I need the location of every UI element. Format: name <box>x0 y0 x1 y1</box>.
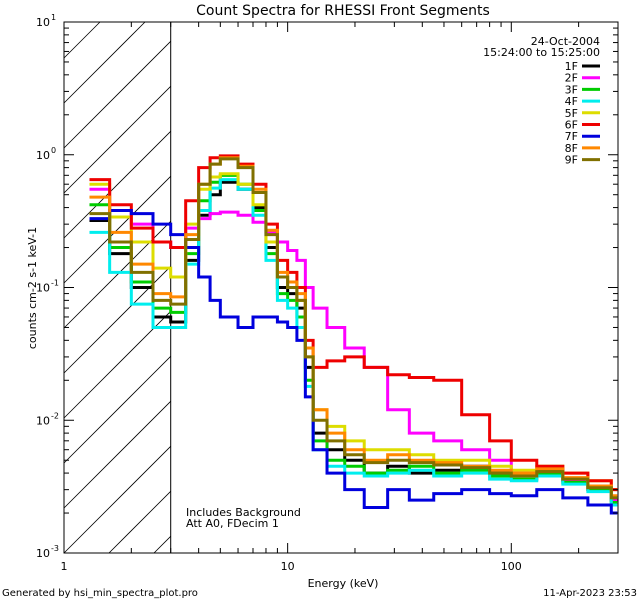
chart-title: Count Spectra for RHESSI Front Segments <box>196 3 490 19</box>
annotation-background: Includes Background <box>186 506 301 519</box>
series-1F <box>89 180 618 502</box>
series-5F <box>89 172 618 492</box>
y-axis-label: counts cm-2 s-1 keV-1 <box>26 227 39 349</box>
legend-label: 6F <box>565 119 578 132</box>
y-tick-label: 10 <box>36 282 50 295</box>
legend-label: 4F <box>565 95 578 108</box>
legend-label: 5F <box>565 107 578 120</box>
y-tick-label: 10 <box>36 414 50 427</box>
legend-label: 2F <box>565 72 578 85</box>
footer-generator: Generated by hsi_min_spectra_plot.pro <box>2 588 198 599</box>
legend-label: 8F <box>565 142 578 155</box>
footer-timestamp: 11-Apr-2023 23:53 <box>543 588 637 599</box>
annotation-attenuator: Att A0, FDecim 1 <box>186 517 279 530</box>
y-tick-exponent: -1 <box>51 279 59 288</box>
y-tick-exponent: -2 <box>51 411 59 420</box>
legend-label: 1F <box>565 60 578 73</box>
x-tick-label: 1 <box>61 560 68 573</box>
x-tick-label: 10 <box>281 560 295 573</box>
legend-label: 7F <box>565 130 578 143</box>
y-tick-exponent: 1 <box>51 13 56 22</box>
date-label: 24-Oct-2004 <box>531 35 600 48</box>
y-tick-exponent: 0 <box>51 146 56 155</box>
time-range-label: 15:24:00 to 15:25:00 <box>483 46 600 59</box>
y-tick-label: 10 <box>36 547 50 560</box>
hatched-region <box>63 21 172 554</box>
x-axis-label: Energy (keV) <box>308 577 379 590</box>
y-tick-exponent: -3 <box>51 544 59 553</box>
legend-label: 3F <box>565 83 578 96</box>
series-9F <box>89 157 618 500</box>
y-tick-label: 10 <box>36 16 50 29</box>
y-tick-label: 10 <box>36 149 50 162</box>
hatch-lines <box>63 21 171 554</box>
legend-label: 9F <box>565 154 578 167</box>
x-tick-label: 100 <box>501 560 522 573</box>
series-layer <box>89 154 618 515</box>
